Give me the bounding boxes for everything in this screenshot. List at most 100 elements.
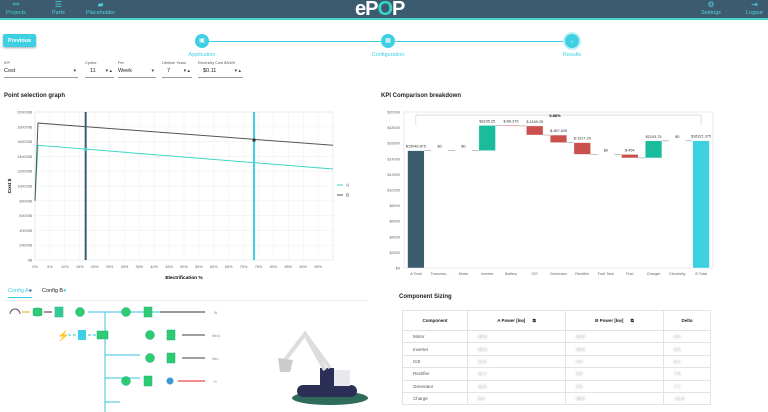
series-line-B: [34, 122, 334, 201]
x-tick-label: Electricity: [669, 272, 685, 276]
tab-config-a[interactable]: Config A●: [8, 288, 33, 298]
waterfall-bar: [526, 125, 544, 136]
col-header: B Power [kw] ⧉: [565, 310, 664, 331]
data-label: $0: [438, 145, 442, 149]
plot-area: [403, 111, 714, 269]
x-tick-label: 25%: [106, 265, 114, 269]
y-tick-label: 140000$: [17, 155, 33, 159]
tab-config-b[interactable]: Config B●: [42, 288, 66, 294]
dot-icon: ●: [28, 288, 33, 294]
waterfall-bar: [502, 125, 520, 127]
electricity-cost-stepper[interactable]: Electricity Cost $/kWh $0.11 ▾ ▴: [198, 61, 243, 78]
x-axis-label: Electrification %: [165, 275, 203, 281]
y-tick-label: $2000: [389, 251, 400, 255]
dropdown-arrow-icon: ▾: [73, 68, 76, 74]
step-label: Configuration: [371, 52, 405, 58]
excavator-illustration: [278, 330, 368, 405]
data-label: $2193.75: [646, 135, 662, 139]
y-tick-label: 120000$: [17, 170, 33, 174]
comparison-bracket: [415, 114, 702, 125]
step-configuration[interactable]: ▦: [381, 34, 395, 48]
configuration-icon: ▦: [385, 38, 391, 44]
table-cell: 11.1: [467, 367, 566, 381]
table-cell: Charge: [402, 391, 468, 406]
selection-marker: [84, 147, 88, 151]
y-tick-label: $6000: [389, 220, 400, 224]
x-tick-label: A Total: [410, 272, 421, 276]
x-tick-label: 90%: [299, 265, 307, 269]
y-tick-label: $4000: [389, 235, 400, 239]
table-cell: 3.6: [565, 379, 664, 393]
external-link-icon[interactable]: ⧉: [630, 318, 634, 323]
table-cell: Generator: [402, 379, 468, 393]
x-tick-label: 5%: [47, 265, 53, 269]
field-value: Week: [118, 68, 132, 74]
x-tick-label: Motor: [459, 272, 469, 276]
previous-button[interactable]: Previous: [3, 34, 36, 47]
data-label: $-66.375: [503, 119, 518, 123]
waterfall-bar: [407, 150, 425, 269]
table-cell: 7.6: [663, 367, 711, 381]
x-tick-label: Battery: [505, 272, 517, 276]
x-tick-label: 60%: [210, 265, 218, 269]
point-selection-chart[interactable]: 0% 5% 10% 15% 20% 25% 30% 35% 40% 45% 50% 55% 60% 65%…: [0, 105, 370, 285]
step-label: Application: [188, 52, 216, 58]
waterfall-bar: [692, 140, 710, 269]
field-value: $0.11: [203, 68, 217, 74]
y-tick-label: 200000$: [17, 111, 33, 115]
logo: ePOP: [355, 0, 405, 20]
nav-projects[interactable]: ⚯ Projects: [6, 0, 26, 16]
y-tick-label: $12000: [387, 173, 400, 177]
nav-placeholder[interactable]: ▰ Placeholder: [86, 0, 116, 16]
table-cell: 11.6: [467, 379, 566, 393]
pump-icon: [166, 377, 174, 385]
x-tick-label: Charger: [647, 272, 661, 276]
y-tick-label: 20000$: [19, 244, 33, 248]
table-cell: 11.0: [467, 354, 566, 369]
tab-label: Config B: [42, 288, 64, 294]
tab-label: Config A: [8, 288, 29, 294]
waterfall-bar: [621, 154, 639, 159]
y-tick-label: $0: [396, 267, 400, 271]
stepper-arrows-icon[interactable]: ▾ ▴: [234, 68, 241, 74]
x-tick-label: 55%: [195, 265, 203, 269]
x-tick-label: 45%: [165, 265, 173, 269]
lifetime-stepper[interactable]: Lifetime Years 7 ▾ ▴: [162, 61, 192, 78]
motor-icon: [75, 307, 85, 317]
speedometer-icon: [9, 308, 21, 315]
waterfall-bar: [645, 140, 663, 159]
battery-icon: [96, 330, 109, 340]
y-tick-label: $18000: [387, 126, 400, 130]
stepper-arrows-icon[interactable]: ▾ ▴: [183, 68, 190, 74]
stepper-line: [395, 41, 565, 42]
field-label: Per: [118, 61, 124, 65]
nav-settings[interactable]: ⚙ Settings: [701, 0, 721, 16]
table-cell: 6.0: [467, 391, 566, 406]
divider: [4, 300, 369, 301]
field-value: 11: [90, 68, 96, 74]
nav-parts[interactable]: ☰ Parts: [52, 0, 65, 16]
percent-change-label: 6.86%: [549, 113, 561, 118]
per-select[interactable]: Per Week ▾: [118, 61, 156, 78]
table-row: Charge 6.0 28.0 -21.9: [402, 391, 711, 406]
data-label: $-454: [625, 148, 635, 152]
output-label: W: [214, 311, 218, 315]
x-tick-label: 0%: [32, 265, 38, 269]
nav-logout[interactable]: ⇥ Logout: [746, 0, 763, 16]
stepper-arrows-icon[interactable]: ▾ ▴: [105, 68, 112, 74]
x-tick-label: 30%: [121, 265, 129, 269]
step-application[interactable]: ▣: [195, 34, 209, 48]
external-link-icon[interactable]: ⧉: [532, 318, 536, 323]
y-tick-label: $14000: [387, 157, 400, 161]
kpi-select[interactable]: KPI Cost ▾: [4, 61, 78, 78]
cycles-stepper[interactable]: Cycles 11 ▾ ▴: [85, 61, 114, 78]
data-label: $-967.625: [550, 129, 567, 133]
field-label: KPI: [4, 61, 11, 65]
data-label: $0: [675, 135, 679, 139]
kpi-waterfall-chart: $0 $2000 $4000 $6000 $8000 $10000 $12000 $14000…: [387, 111, 714, 276]
x-tick-label: 40%: [150, 265, 158, 269]
component-sizing-table: Component A Power [kw] ⧉ B Power [kw] ⧉ …: [402, 310, 711, 406]
dropdown-arrow-icon: ▾: [151, 68, 154, 74]
y-tick-label: 60000$: [19, 214, 33, 218]
step-results[interactable]: ⌞: [565, 34, 579, 48]
